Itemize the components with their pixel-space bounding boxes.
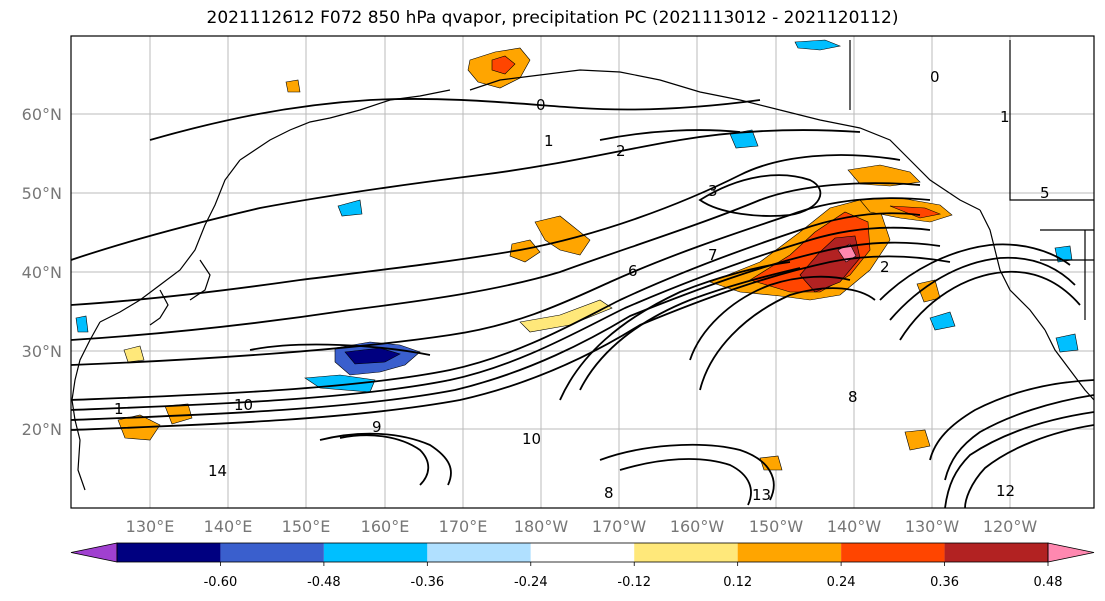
contour-label: 7 [708,246,718,264]
contour-label: 9 [372,418,382,436]
colorbar [70,542,1095,563]
colorbar-tick-label: 0.48 [1034,575,1063,590]
colorbar-segment [634,543,738,562]
colorbar-extend-low [70,542,118,563]
contour-label: 1 [1000,108,1010,126]
lat-label: 20°N [22,420,62,439]
colorbar-segment [841,543,945,562]
lat-label: 30°N [22,342,62,361]
colorbar-segment [117,543,221,562]
lat-label: 50°N [22,184,62,203]
lon-label: 170°E [439,517,488,536]
contour-labels: 0 1 2 3 6 7 10 10 12 14 13 8 8 9 1 2 5 0… [114,68,1050,504]
lon-label: 160°W [670,517,725,536]
colorbar-segment [323,543,428,562]
contour-label: 8 [848,388,858,406]
colorbar-tick-label: -0.60 [204,575,238,590]
lon-label: 140°W [827,517,882,536]
lon-label: 150°E [282,517,331,536]
map-frame [70,35,1095,509]
colorbar-tick-label: -0.48 [307,575,341,590]
colorbar-tick-label: -0.24 [514,575,548,590]
colorbar-tick-label: -0.36 [411,575,445,590]
lon-label: 160°E [361,517,410,536]
lon-label: 130°W [905,517,960,536]
colorbar-tick-label: 0.12 [723,575,752,590]
contour-label: 8 [604,484,614,502]
contour-label: 1 [114,400,124,418]
contour-label: 5 [1040,184,1050,202]
lon-label: 150°W [749,517,804,536]
contour-label: 14 [208,462,227,480]
contour-label: 6 [628,262,638,280]
colorbar-tick-labels: -0.60 -0.48 -0.36 -0.24 -0.12 0.12 0.24 0.36 0.4… [204,562,1063,590]
colorbar-segment [530,543,635,562]
contour-label: 2 [616,142,626,160]
lon-label: 120°W [983,517,1038,536]
precip-shading [75,39,1079,471]
lon-label: 130°E [126,517,175,536]
longitude-labels: 130°E 140°E 150°E 160°E 170°E 180°W 170°W 160°W… [126,517,1038,536]
lon-label: 170°W [592,517,647,536]
lat-label: 60°N [22,105,62,124]
contour-label: 1 [544,132,554,150]
lon-label: 140°E [204,517,253,536]
contour-label: 2 [880,258,890,276]
qvapor-contours [71,98,1094,508]
contour-label: 13 [752,486,771,504]
contour-label: 10 [234,396,253,414]
gridlines [71,36,1094,508]
colorbar-extend-high [1047,542,1095,563]
lat-label: 40°N [22,263,62,282]
contour-label: 12 [996,482,1015,500]
colorbar-segment [737,543,842,562]
colorbar-segment [944,543,1048,562]
contour-label: 0 [536,96,546,114]
latitude-labels: 60°N 50°N 40°N 30°N 20°N [22,105,62,439]
lon-label: 180°W [514,517,569,536]
colorbar-segment [427,543,531,562]
colorbar-segment [220,543,324,562]
contour-label: 10 [522,430,541,448]
contour-label: 3 [708,182,718,200]
colorbar-tick-label: 0.24 [827,575,856,590]
contour-label: 0 [930,68,940,86]
colorbar-tick-label: -0.12 [617,575,651,590]
colorbar-tick-label: 0.36 [930,575,959,590]
colorbar-outline [116,542,1049,563]
plot-title: 2021112612 F072 850 hPa qvapor, precipit… [206,8,899,28]
